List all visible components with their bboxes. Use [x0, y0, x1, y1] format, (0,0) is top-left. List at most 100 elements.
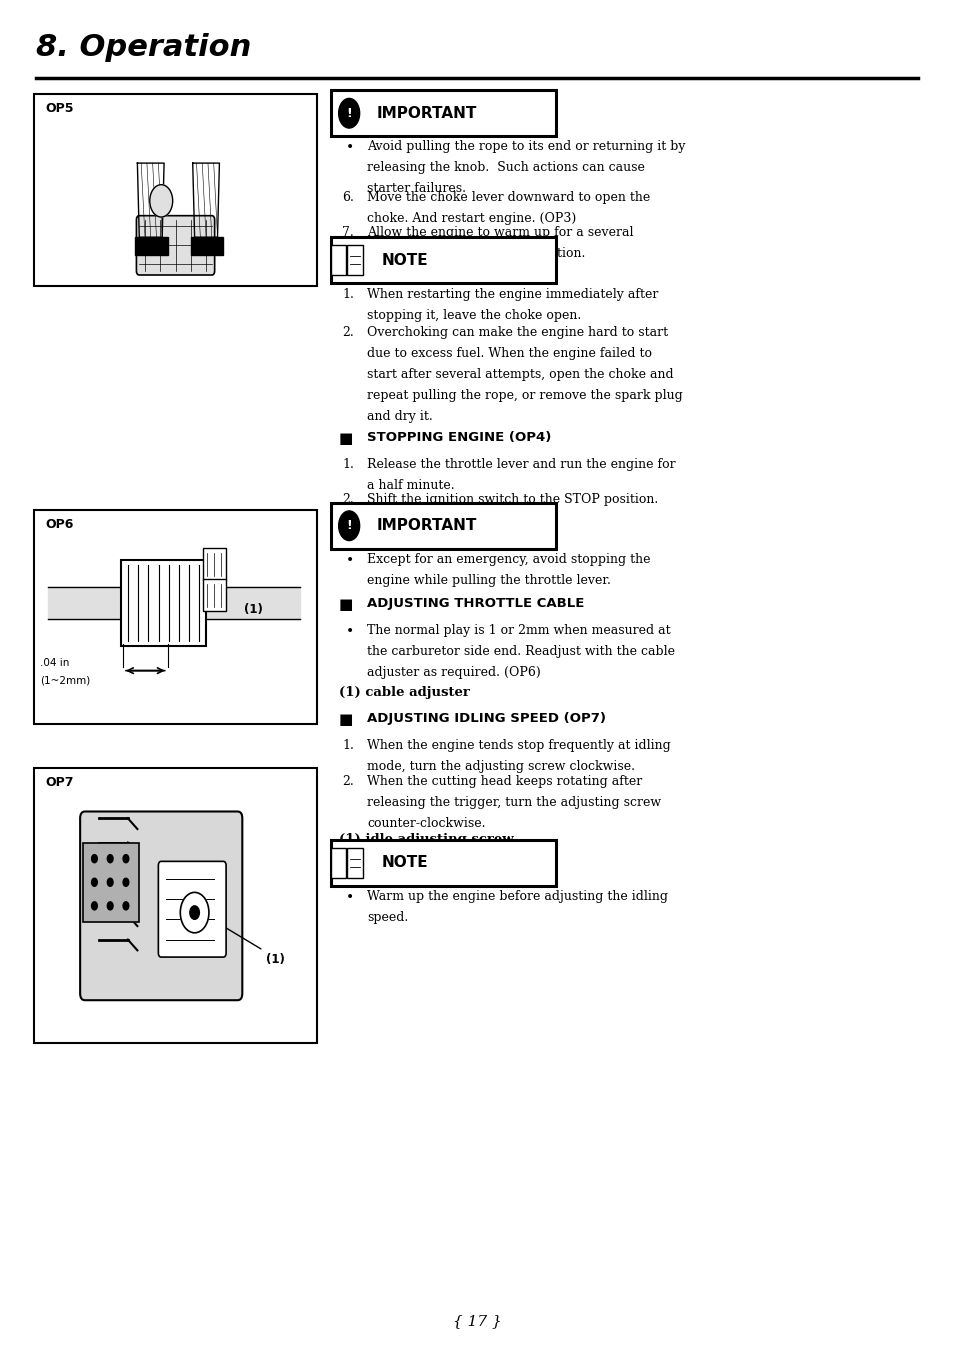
Text: releasing the knob.  Such actions can cause: releasing the knob. Such actions can cau…: [367, 160, 644, 174]
Text: ADJUSTING THROTTLE CABLE: ADJUSTING THROTTLE CABLE: [367, 597, 584, 611]
FancyBboxPatch shape: [331, 840, 556, 886]
Text: Warm up the engine before adjusting the idling: Warm up the engine before adjusting the …: [367, 890, 668, 903]
Text: 1.: 1.: [342, 288, 354, 302]
Text: stopping it, leave the choke open.: stopping it, leave the choke open.: [367, 309, 581, 322]
Circle shape: [338, 511, 359, 541]
Text: (1): (1): [266, 953, 285, 967]
Text: OP6: OP6: [46, 518, 74, 531]
Text: !: !: [346, 519, 352, 532]
Polygon shape: [191, 237, 223, 255]
Text: Shift the ignition switch to the STOP position.: Shift the ignition switch to the STOP po…: [367, 493, 658, 507]
Text: and dry it.: and dry it.: [367, 410, 433, 423]
Text: ADJUSTING IDLING SPEED (OP7): ADJUSTING IDLING SPEED (OP7): [367, 712, 606, 725]
Polygon shape: [135, 237, 168, 255]
FancyBboxPatch shape: [331, 237, 556, 283]
Text: due to excess fuel. When the engine failed to: due to excess fuel. When the engine fail…: [367, 346, 652, 360]
Text: minutes before starting operation.: minutes before starting operation.: [367, 247, 585, 260]
Circle shape: [190, 906, 199, 919]
FancyBboxPatch shape: [34, 94, 316, 286]
Text: NOTE: NOTE: [381, 252, 428, 268]
Circle shape: [150, 185, 172, 217]
FancyBboxPatch shape: [158, 861, 226, 957]
Text: 7.: 7.: [342, 226, 354, 240]
Text: (1~2mm): (1~2mm): [40, 675, 91, 686]
FancyBboxPatch shape: [347, 245, 362, 275]
FancyBboxPatch shape: [347, 848, 362, 878]
Text: NOTE: NOTE: [381, 855, 428, 871]
Text: When the engine tends stop frequently at idling: When the engine tends stop frequently at…: [367, 739, 670, 752]
Circle shape: [107, 902, 112, 910]
Circle shape: [338, 98, 359, 128]
Text: start after several attempts, open the choke and: start after several attempts, open the c…: [367, 368, 673, 381]
FancyBboxPatch shape: [83, 842, 139, 922]
Text: choke. And restart engine. (OP3): choke. And restart engine. (OP3): [367, 212, 576, 225]
Text: Release the throttle lever and run the engine for: Release the throttle lever and run the e…: [367, 458, 676, 472]
Circle shape: [123, 879, 129, 887]
Text: 1.: 1.: [342, 458, 354, 472]
Text: ■: ■: [338, 597, 353, 612]
Circle shape: [91, 879, 97, 887]
Text: engine while pulling the throttle lever.: engine while pulling the throttle lever.: [367, 574, 611, 586]
Text: When the cutting head keeps rotating after: When the cutting head keeps rotating aft…: [367, 775, 642, 789]
Text: 8. Operation: 8. Operation: [36, 32, 252, 62]
Text: Avoid pulling the rope to its end or returning it by: Avoid pulling the rope to its end or ret…: [367, 140, 685, 154]
Text: 2.: 2.: [342, 326, 354, 340]
Text: Allow the engine to warm up for a several: Allow the engine to warm up for a severa…: [367, 226, 633, 240]
Text: !: !: [346, 106, 352, 120]
FancyBboxPatch shape: [136, 216, 214, 275]
FancyBboxPatch shape: [331, 90, 556, 136]
Text: ■: ■: [338, 431, 353, 446]
FancyBboxPatch shape: [34, 510, 316, 724]
Text: IMPORTANT: IMPORTANT: [376, 518, 476, 534]
FancyBboxPatch shape: [203, 580, 226, 612]
Text: (1): (1): [244, 604, 263, 616]
FancyBboxPatch shape: [34, 768, 316, 1043]
Text: STOPPING ENGINE (OP4): STOPPING ENGINE (OP4): [367, 431, 551, 445]
Text: speed.: speed.: [367, 911, 408, 923]
Text: When restarting the engine immediately after: When restarting the engine immediately a…: [367, 288, 658, 302]
FancyBboxPatch shape: [331, 503, 556, 549]
Circle shape: [123, 902, 129, 910]
Text: 6.: 6.: [342, 191, 354, 205]
Text: •: •: [346, 140, 355, 154]
Circle shape: [107, 855, 112, 863]
Circle shape: [107, 879, 112, 887]
Text: 2.: 2.: [342, 775, 354, 789]
FancyBboxPatch shape: [121, 561, 206, 647]
Text: Overchoking can make the engine hard to start: Overchoking can make the engine hard to …: [367, 326, 668, 340]
Text: ■: ■: [338, 712, 353, 727]
FancyBboxPatch shape: [331, 848, 346, 878]
Text: OP7: OP7: [46, 776, 74, 790]
Text: repeat pulling the rope, or remove the spark plug: repeat pulling the rope, or remove the s…: [367, 388, 682, 402]
Text: •: •: [346, 553, 355, 566]
Text: the carburetor side end. Readjust with the cable: the carburetor side end. Readjust with t…: [367, 644, 675, 658]
Text: (1) idle adjusting screw: (1) idle adjusting screw: [338, 833, 513, 847]
Text: counter-clockwise.: counter-clockwise.: [367, 817, 485, 830]
Text: •: •: [346, 890, 355, 903]
Text: .04 in: .04 in: [40, 658, 70, 669]
Text: 2.: 2.: [342, 493, 354, 507]
Text: adjuster as required. (OP6): adjuster as required. (OP6): [367, 666, 540, 679]
Text: Move the choke lever downward to open the: Move the choke lever downward to open th…: [367, 191, 650, 205]
Circle shape: [91, 855, 97, 863]
Text: IMPORTANT: IMPORTANT: [376, 105, 476, 121]
Text: { 17 }: { 17 }: [452, 1314, 501, 1328]
Text: OP5: OP5: [46, 102, 74, 116]
Text: a half minute.: a half minute.: [367, 479, 455, 492]
Text: •: •: [346, 624, 355, 638]
Text: (1) cable adjuster: (1) cable adjuster: [338, 686, 469, 700]
Circle shape: [91, 902, 97, 910]
Text: releasing the trigger, turn the adjusting screw: releasing the trigger, turn the adjustin…: [367, 795, 660, 809]
Text: Except for an emergency, avoid stopping the: Except for an emergency, avoid stopping …: [367, 553, 650, 566]
Text: starter failures.: starter failures.: [367, 182, 466, 195]
FancyBboxPatch shape: [80, 811, 242, 1000]
Text: 1.: 1.: [342, 739, 354, 752]
Polygon shape: [48, 588, 299, 620]
Text: mode, turn the adjusting screw clockwise.: mode, turn the adjusting screw clockwise…: [367, 759, 635, 772]
Polygon shape: [193, 163, 219, 237]
Circle shape: [123, 855, 129, 863]
Text: The normal play is 1 or 2mm when measured at: The normal play is 1 or 2mm when measure…: [367, 624, 670, 638]
Circle shape: [180, 892, 209, 933]
FancyBboxPatch shape: [331, 245, 346, 275]
FancyBboxPatch shape: [203, 547, 226, 580]
